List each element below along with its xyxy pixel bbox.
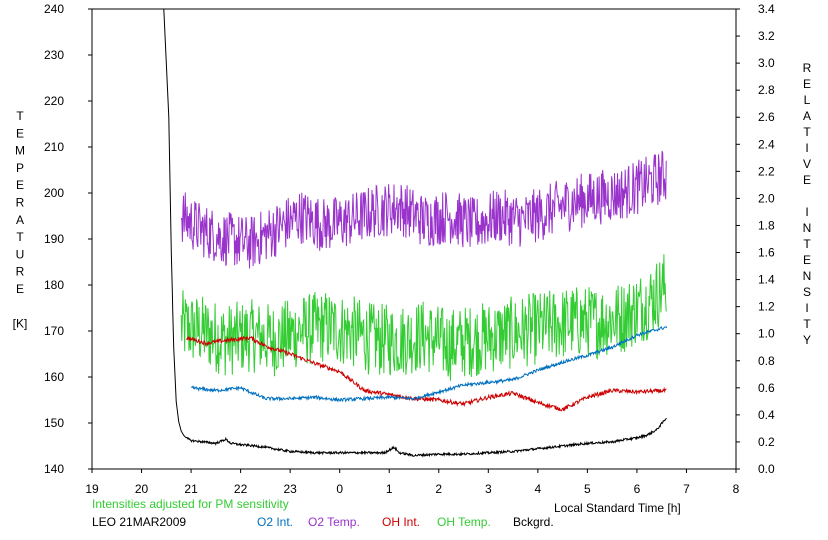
left-tick-label: 230 [44, 48, 64, 62]
left-tick-label: 160 [44, 370, 64, 384]
left-axis-label-letter: T [16, 109, 24, 123]
left-axis-label-letter: P [16, 161, 24, 175]
right-tick-label: 1.0 [758, 327, 775, 341]
x-tick-label: 21 [184, 482, 198, 496]
right-axis-label-letter: S [803, 285, 811, 299]
right-tick-label: 1.2 [758, 300, 775, 314]
left-axis-label-letter: T [16, 230, 24, 244]
right-axis-label-letter: E [803, 173, 811, 187]
right-tick-label: 3.4 [758, 2, 775, 16]
right-axis-label-letter: E [803, 77, 811, 91]
x-axis-label: Local Standard Time [h] [554, 501, 681, 515]
right-axis-label-letter: R [803, 61, 812, 75]
left-tick-label: 200 [44, 186, 64, 200]
right-tick-label: 0.6 [758, 381, 775, 395]
left-axis-label-letter: U [16, 247, 25, 261]
x-tick-label: 0 [336, 482, 343, 496]
left-tick-label: 220 [44, 94, 64, 108]
left-axis-label-letter: [K] [13, 317, 28, 331]
right-axis-label-letter: N [803, 221, 812, 235]
legend-entry-o2-temp: O2 Temp. [308, 515, 360, 529]
right-tick-label: 2.6 [758, 110, 775, 124]
right-tick-label: 3.0 [758, 56, 775, 70]
right-tick-label: 1.4 [758, 273, 775, 287]
legend-entry-o2-int: O2 Int. [257, 515, 293, 529]
legend: O2 Int. O2 Temp. OH Int. OH Temp. Bckgrd. [257, 515, 554, 529]
x-tick-label: 6 [634, 482, 641, 496]
x-tick-label: 3 [485, 482, 492, 496]
series-line-bckgrd [163, 8, 667, 458]
x-tick-label: 1 [386, 482, 393, 496]
left-axis-label-letter: R [16, 196, 25, 210]
series-line-oh-int [186, 335, 667, 412]
right-axis-label-letter: N [803, 269, 812, 283]
left-tick-label: 180 [44, 278, 64, 292]
x-tick-label: 8 [733, 482, 740, 496]
right-axis-label-letter: I [805, 205, 808, 219]
right-axis-label-letter: E [803, 253, 811, 267]
right-tick-label: 2.8 [758, 83, 775, 97]
left-axis-label-letter: R [16, 265, 25, 279]
x-tick-label: 7 [683, 482, 690, 496]
x-tick-label: 19 [85, 482, 99, 496]
right-tick-label: 0.8 [758, 354, 775, 368]
legend-entry-oh-int: OH Int. [382, 515, 420, 529]
right-tick-label: 1.6 [758, 246, 775, 260]
right-tick-label: 0.4 [758, 408, 775, 422]
left-tick-label: 240 [44, 2, 64, 16]
right-axis-ticks: 0.0 0.2 0.4 0.6 0.8 1.0 1.2 1.4 1.6 1.8 2.0 2.2 2.4 2… [736, 2, 775, 476]
x-tick-label: 2 [435, 482, 442, 496]
x-tick-label: 5 [584, 482, 591, 496]
legend-entry-bckgrd: Bckgrd. [513, 515, 554, 529]
left-axis-label-letter: E [16, 282, 24, 296]
left-tick-label: 150 [44, 416, 64, 430]
x-axis-ticks: 19 20 21 22 23 0 1 2 3 4 5 6 7 8 [85, 469, 740, 496]
left-tick-label: 170 [44, 324, 64, 338]
right-axis-label-letter: I [805, 301, 808, 315]
right-tick-label: 2.4 [758, 137, 775, 151]
series-line-o2-int [190, 326, 668, 403]
right-axis-label-letter: Y [803, 333, 811, 347]
x-tick-label: 4 [535, 482, 542, 496]
left-tick-label: 140 [44, 462, 64, 476]
series-layer [163, 8, 668, 458]
right-axis-label-letter: I [805, 141, 808, 155]
left-axis-label-letter: A [16, 213, 24, 227]
series-line-oh-temp [180, 254, 667, 381]
right-axis-label-letter: A [803, 109, 811, 123]
right-tick-label: 3.2 [758, 29, 775, 43]
x-tick-label: 20 [135, 482, 149, 496]
left-tick-label: 190 [44, 232, 64, 246]
right-tick-label: 2.0 [758, 191, 775, 205]
pm-sensitivity-note: Intensities adjusted for PM sensitivity [92, 497, 289, 511]
right-tick-label: 0.0 [758, 462, 775, 476]
right-tick-label: 0.2 [758, 435, 775, 449]
left-tick-label: 210 [44, 140, 64, 154]
right-tick-label: 1.8 [758, 218, 775, 232]
right-axis-label-letter: L [804, 93, 811, 107]
right-tick-label: 2.2 [758, 164, 775, 178]
left-axis-label-letter: E [16, 178, 24, 192]
station-date-label: LEO 21MAR2009 [92, 515, 186, 529]
x-tick-label: 23 [283, 482, 297, 496]
x-tick-label: 22 [234, 482, 248, 496]
right-axis-label-letter: V [803, 157, 811, 171]
series-line-o2-temp [180, 150, 667, 269]
left-axis-label-letter: E [16, 126, 24, 140]
left-axis-ticks: 140 150 160 170 180 190 200 210 220 230 240 [44, 2, 92, 476]
right-axis-label-letter: T [803, 237, 811, 251]
right-axis-label-letter: T [803, 125, 811, 139]
right-axis-label-letter: T [803, 317, 811, 331]
legend-entry-oh-temp: OH Temp. [437, 515, 491, 529]
left-axis-label-letter: M [15, 144, 25, 158]
